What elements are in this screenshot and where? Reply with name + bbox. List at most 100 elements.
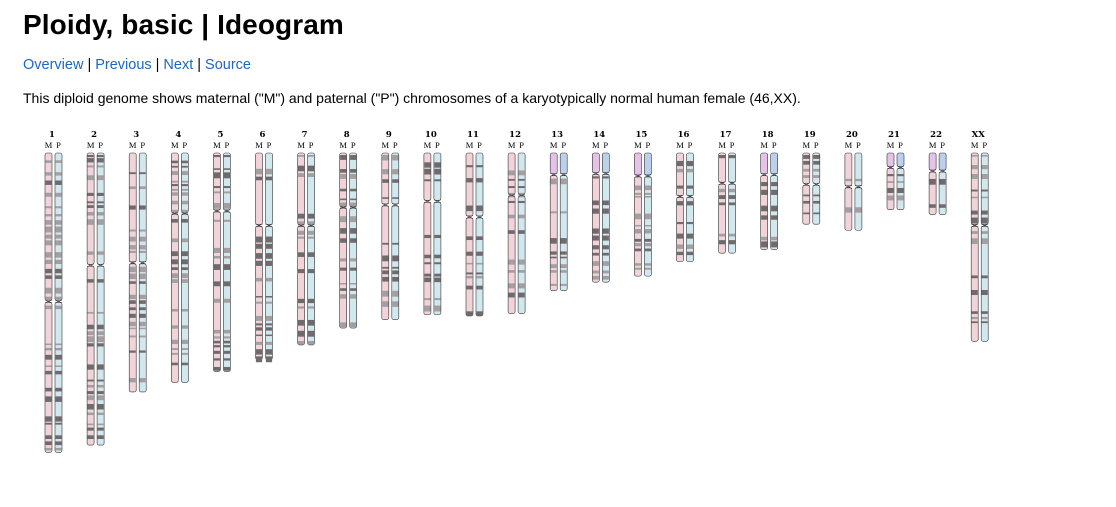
chromosome-band bbox=[340, 288, 347, 291]
chromosome-p-arm bbox=[634, 152, 642, 176]
chromosome-band bbox=[223, 247, 230, 253]
chromosome-band bbox=[255, 277, 263, 282]
chromosome-band bbox=[340, 202, 347, 209]
chromosome-band bbox=[761, 236, 768, 241]
chromosome-band bbox=[255, 176, 263, 181]
chromosome-band bbox=[644, 267, 651, 270]
chromosome-band bbox=[476, 236, 483, 241]
chromosome-band bbox=[265, 356, 273, 363]
chromosome-band bbox=[55, 206, 62, 209]
centromere bbox=[297, 223, 305, 228]
chromosome-band bbox=[255, 253, 263, 259]
chromosome-band bbox=[171, 219, 178, 223]
previous-link[interactable]: Previous bbox=[95, 57, 152, 73]
chromosome-band bbox=[87, 412, 94, 416]
chromosome-band bbox=[424, 305, 431, 312]
chromosome-band bbox=[55, 347, 62, 351]
chromosome-band bbox=[686, 221, 694, 225]
chromosome-band bbox=[139, 236, 146, 242]
chromosome-band bbox=[87, 423, 94, 426]
chromosome-band bbox=[392, 155, 399, 161]
overview-link[interactable]: Overview bbox=[23, 57, 84, 73]
chromosome-band bbox=[981, 155, 988, 157]
chromosome-band bbox=[508, 283, 515, 289]
chromosome-p-arm bbox=[433, 152, 442, 201]
chromosome-band bbox=[676, 251, 684, 256]
homolog-label: M bbox=[508, 140, 516, 150]
chromosome-band bbox=[308, 252, 315, 257]
chromosome-band bbox=[171, 267, 178, 271]
chromosome-band bbox=[887, 174, 894, 177]
chromosome-label: 5 bbox=[217, 130, 223, 140]
chromosome-band bbox=[55, 343, 62, 346]
chromosome-band bbox=[45, 396, 52, 402]
chromosome-band bbox=[813, 212, 820, 215]
chromosome-band bbox=[308, 230, 315, 235]
chromosome-band bbox=[476, 285, 483, 290]
chromosome-band bbox=[129, 327, 136, 330]
chromosome-q-arm bbox=[297, 226, 305, 346]
chromosome-band bbox=[55, 192, 62, 197]
chromosome-band bbox=[87, 192, 94, 196]
chromosome-band bbox=[213, 298, 220, 303]
chromosome-band bbox=[181, 219, 188, 223]
chromosome-band bbox=[213, 202, 220, 209]
chromosome-band bbox=[45, 296, 52, 301]
chromosome-band bbox=[813, 168, 820, 172]
chromosome-band bbox=[644, 213, 651, 220]
chromosome-p-arm bbox=[559, 152, 568, 175]
chromosome-band bbox=[686, 168, 694, 173]
chromosome-band bbox=[466, 251, 473, 256]
chromosome-band bbox=[644, 192, 651, 195]
chromosome-band bbox=[213, 345, 220, 348]
centromere bbox=[54, 299, 63, 304]
chromosome-band bbox=[45, 259, 52, 265]
chromosome-band bbox=[350, 267, 357, 271]
source-link[interactable]: Source bbox=[205, 57, 251, 73]
centromere bbox=[686, 194, 694, 199]
chromosome-label: 2 bbox=[91, 130, 97, 140]
chromosome-band bbox=[340, 294, 347, 299]
chromosome-band bbox=[592, 275, 599, 280]
chromosome-p-arm bbox=[96, 152, 105, 265]
chromosome-band bbox=[139, 172, 146, 175]
chromosome-p-arm bbox=[728, 152, 736, 183]
centromere bbox=[896, 165, 905, 170]
chromosome-band bbox=[560, 238, 567, 244]
homolog-label: P bbox=[435, 140, 440, 150]
chromosome-band bbox=[340, 198, 347, 201]
chromosome-band bbox=[97, 391, 104, 395]
chromosome-band bbox=[55, 435, 62, 440]
next-link[interactable]: Next bbox=[163, 57, 194, 73]
chromosome-p-arm bbox=[591, 152, 600, 173]
chromosome-band bbox=[434, 168, 441, 175]
chromosome-band bbox=[550, 211, 557, 214]
chromosome-band bbox=[223, 350, 230, 354]
chromosome-band bbox=[518, 270, 525, 273]
chromosome-band bbox=[139, 245, 146, 250]
chromosome-band bbox=[213, 358, 220, 361]
chromosome-band bbox=[45, 234, 52, 239]
chromosome-band bbox=[340, 188, 347, 192]
chromosome-band bbox=[350, 216, 357, 223]
chromosome-band bbox=[97, 427, 104, 431]
chromosome-band bbox=[350, 228, 357, 234]
chromosome-band bbox=[719, 202, 726, 206]
chromosome-band bbox=[139, 266, 146, 273]
chromosome-band bbox=[803, 194, 810, 197]
chromosome-band bbox=[508, 292, 515, 298]
chromosome-band bbox=[560, 264, 567, 269]
chromosome-band bbox=[97, 395, 104, 401]
chromosome-band bbox=[55, 259, 62, 265]
chromosome-band bbox=[592, 208, 599, 214]
chromosome-band bbox=[382, 270, 389, 275]
chromosome-band bbox=[298, 213, 305, 219]
chromosome-band bbox=[129, 186, 136, 190]
chromosome-band bbox=[45, 416, 52, 422]
chromosome-band bbox=[813, 175, 820, 178]
homolog-label: P bbox=[182, 140, 187, 150]
chromosome-band bbox=[171, 184, 178, 187]
chromosome-band bbox=[181, 188, 188, 191]
homolog-label: P bbox=[56, 140, 61, 150]
chromosome-band bbox=[308, 298, 315, 304]
